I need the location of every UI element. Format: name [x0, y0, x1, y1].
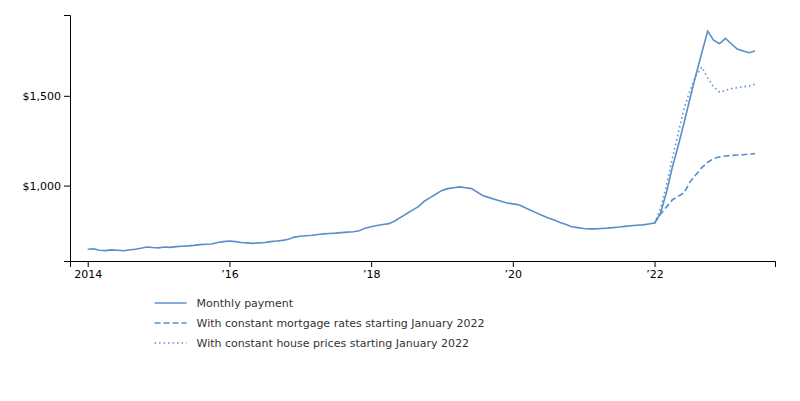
tick-mark: [655, 261, 656, 267]
tick: ’20: [505, 261, 523, 281]
y-axis: $1,000 $1,500: [23, 16, 71, 262]
tick-label: ’20: [505, 268, 523, 281]
legend-item: With constant house prices starting Janu…: [155, 337, 469, 350]
tick: 2014: [74, 261, 102, 281]
legend-label: With constant mortgage rates starting Ja…: [197, 317, 485, 330]
series-line: [655, 154, 755, 223]
tick-label: ’22: [646, 268, 664, 281]
tick: ’16: [221, 261, 239, 281]
plot: 2014 ’16 ’18 ’20 ’22 $1,000 $1,500 Monthly paym…: [23, 16, 776, 350]
tick-mark: [513, 261, 514, 267]
lines: [88, 31, 755, 251]
tick: $1,000: [23, 180, 71, 193]
legend-item: With constant mortgage rates starting Ja…: [155, 317, 485, 330]
tick-mark: [88, 261, 89, 267]
tick-label: $1,500: [23, 90, 62, 103]
legend: Monthly payment With constant mortgage ra…: [155, 297, 485, 350]
tick-label: $1,000: [23, 180, 62, 193]
chart: 2014 ’16 ’18 ’20 ’22 $1,000 $1,500 Monthly paym…: [0, 0, 800, 401]
series-line: [655, 67, 755, 223]
axis-line: [64, 16, 71, 262]
tick: ’22: [646, 261, 664, 281]
background: [0, 0, 800, 401]
legend-swatch: [155, 322, 187, 324]
legend-item: Monthly payment: [155, 297, 294, 310]
series-line: [88, 31, 755, 251]
legend-swatch: [155, 302, 187, 304]
tick: $1,500: [23, 90, 71, 103]
legend-swatch: [155, 342, 187, 344]
tick-mark: [371, 261, 372, 267]
tick-mark: [229, 261, 230, 267]
legend-label: With constant house prices starting Janu…: [197, 337, 469, 350]
tick: ’18: [363, 261, 381, 281]
axis-line: [71, 262, 776, 268]
tick-mark: [64, 96, 70, 97]
x-axis: 2014 ’16 ’18 ’20 ’22: [71, 261, 776, 281]
tick-label: 2014: [74, 268, 102, 281]
tick-label: ’18: [363, 268, 381, 281]
tick-mark: [64, 186, 70, 187]
legend-label: Monthly payment: [197, 297, 294, 310]
tick-label: ’16: [221, 268, 239, 281]
